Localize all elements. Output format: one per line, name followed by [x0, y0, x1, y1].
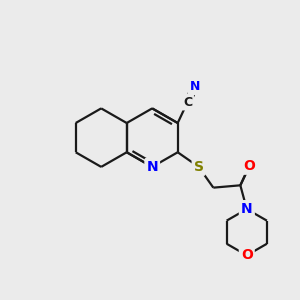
Text: C: C — [183, 96, 192, 109]
Text: O: O — [241, 248, 253, 262]
Text: S: S — [194, 160, 204, 174]
Text: N: N — [241, 202, 253, 216]
Text: N: N — [190, 80, 200, 93]
Text: N: N — [241, 202, 253, 216]
Text: N: N — [146, 160, 158, 174]
Text: O: O — [244, 159, 256, 173]
